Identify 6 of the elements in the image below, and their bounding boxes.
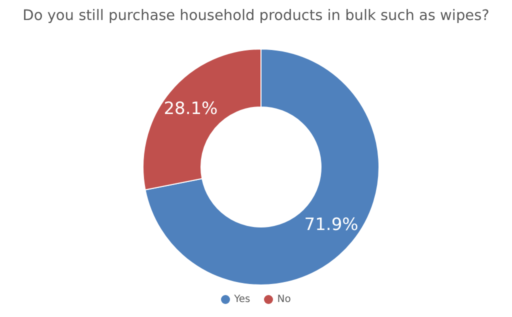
data-label: 28.1% bbox=[164, 99, 218, 120]
legend-label: Yes bbox=[233, 294, 250, 305]
donut-slice bbox=[144, 48, 380, 286]
legend-label: No bbox=[276, 294, 291, 305]
data-label: 71.9% bbox=[304, 214, 358, 235]
chart-title: Do you still purchase household products in bulk such as wipes? bbox=[22, 8, 490, 24]
